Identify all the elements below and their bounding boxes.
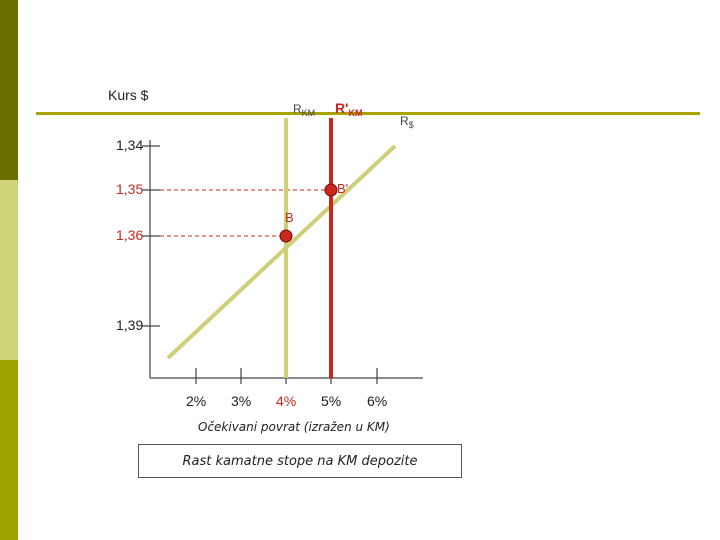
r-dollar-label: R$: [400, 114, 414, 130]
r-km-label: RKM: [293, 102, 315, 118]
x-tick-label: 5%: [321, 393, 342, 409]
x-tick-label: 6%: [367, 393, 388, 409]
r-km-label-sub: KM: [301, 108, 316, 118]
title-rule: [36, 112, 700, 115]
point-b-prime-label: B': [337, 181, 349, 196]
x-axis-title: Očekivani povrat (izražen u KM): [198, 420, 390, 434]
point-b-prime: [324, 183, 338, 197]
y-tick-label: 1,36: [116, 227, 144, 243]
y-tick-label: 1,35: [116, 181, 144, 197]
sidebar-stripe: [0, 0, 18, 540]
r-km-prime-label-sub: KM: [348, 108, 363, 118]
caption-text: Rast kamatne stope na KM depozite: [182, 453, 418, 469]
point-b-label: B: [285, 210, 294, 225]
caption-box: Rast kamatne stope na KM depozite: [138, 444, 462, 478]
y-axis-title: Kurs $: [108, 87, 149, 103]
r-dollar-curve: [166, 144, 397, 360]
point-b: [279, 229, 293, 243]
r-km-label-main: R: [293, 102, 302, 116]
x-tick-label: 2%: [186, 393, 207, 409]
y-tick-label: 1,34: [116, 137, 144, 153]
sidebar-stripe-light: [0, 180, 18, 360]
y-tick-label: 1,39: [116, 317, 144, 333]
r-km-prime-label-main: R': [335, 100, 349, 116]
r-dollar-label-main: R: [400, 114, 409, 128]
r-dollar-label-sub: $: [408, 120, 414, 130]
x-tick-label: 4%: [276, 393, 297, 409]
x-tick-label: 3%: [231, 393, 252, 409]
r-km-prime-label: R'KM: [335, 100, 362, 118]
sidebar-stripe-mid: [0, 360, 18, 540]
sidebar-stripe-dark: [0, 0, 18, 180]
